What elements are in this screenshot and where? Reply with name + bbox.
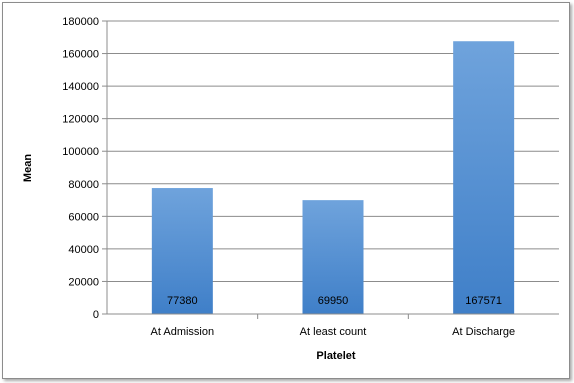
y-tick-label: 60000 bbox=[68, 211, 99, 223]
x-tick-label: At least count bbox=[300, 326, 367, 338]
y-tick-label: 180000 bbox=[62, 16, 99, 28]
y-tick-label: 120000 bbox=[62, 114, 99, 126]
y-tick-label: 100000 bbox=[62, 146, 99, 158]
x-axis-title: Platelet bbox=[316, 350, 355, 362]
y-tick-label: 80000 bbox=[68, 179, 99, 191]
x-axis-tick-labels: At Admission At least count At Discharge bbox=[151, 326, 516, 338]
y-tick-label: 140000 bbox=[62, 81, 99, 93]
bar-data-label: 69950 bbox=[318, 295, 349, 307]
chart-frame: 0 20000 40000 60000 80000 100000 120000 140000 1… bbox=[2, 2, 570, 379]
bars bbox=[151, 41, 515, 319]
x-tick-label: At Discharge bbox=[452, 326, 515, 338]
axes bbox=[106, 21, 559, 315]
data-labels: 77380 69950 167571 bbox=[167, 295, 502, 307]
bar-data-label: 167571 bbox=[465, 295, 502, 307]
bar-data-label: 77380 bbox=[167, 295, 198, 307]
x-tick-label: At Admission bbox=[151, 326, 215, 338]
y-tick-label: 160000 bbox=[62, 49, 99, 61]
y-tick-label: 0 bbox=[93, 309, 99, 321]
y-tick-label: 20000 bbox=[68, 276, 99, 288]
bar bbox=[151, 188, 213, 314]
bar-chart: 0 20000 40000 60000 80000 100000 120000 140000 1… bbox=[22, 16, 559, 362]
bar bbox=[453, 41, 515, 314]
y-tick-label: 40000 bbox=[68, 244, 99, 256]
y-axis-tick-labels: 0 20000 40000 60000 80000 100000 120000 140000 1… bbox=[62, 16, 99, 321]
bar bbox=[302, 200, 364, 314]
y-axis-title: Mean bbox=[22, 154, 34, 182]
